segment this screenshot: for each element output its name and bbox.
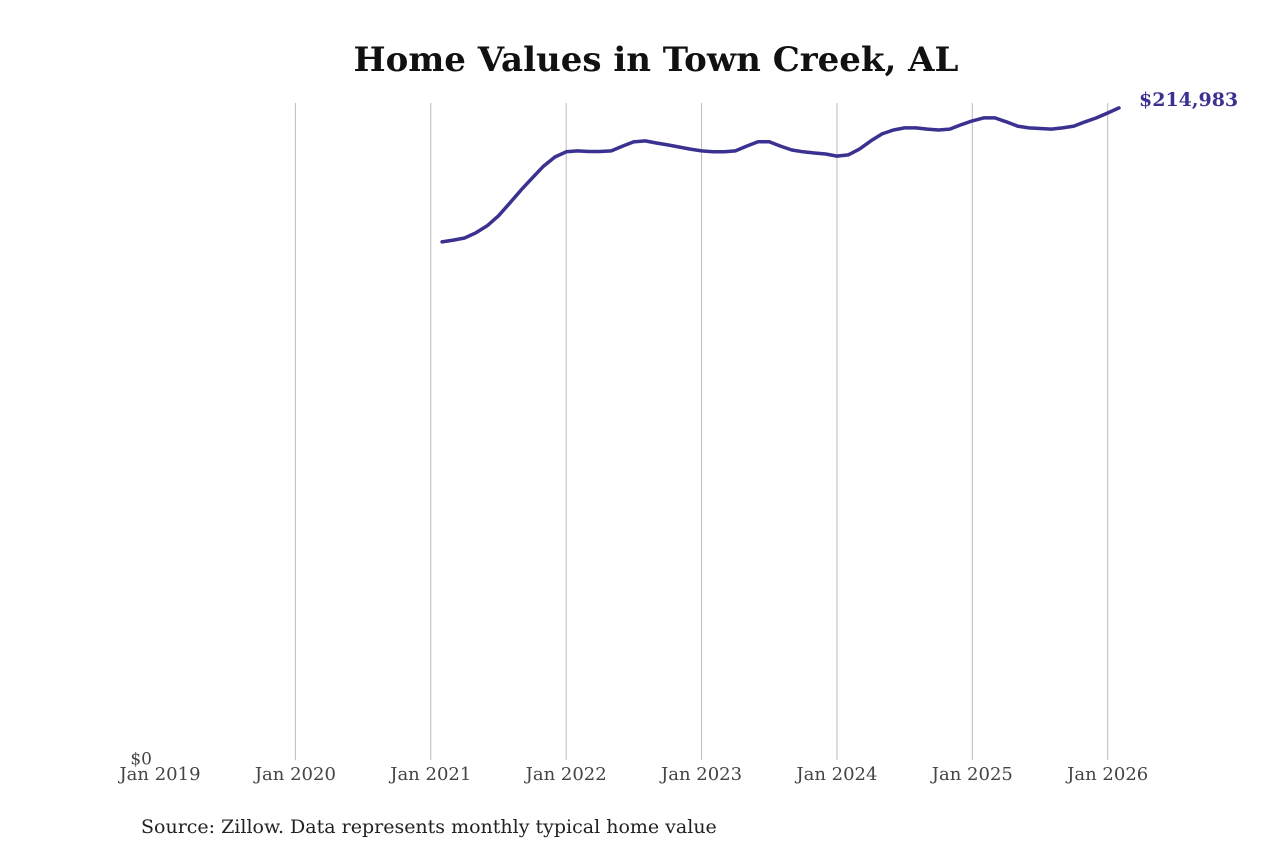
x-tick-label: Jan 2019 — [117, 764, 200, 785]
x-tick-label: Jan 2020 — [253, 764, 336, 785]
x-tick-label: Jan 2023 — [659, 764, 742, 785]
x-tick-label: Jan 2022 — [524, 764, 607, 785]
line-series — [440, 106, 1121, 244]
x-tick-label: Jan 2025 — [930, 764, 1013, 785]
source-note: Source: Zillow. Data represents monthly … — [141, 816, 717, 838]
x-tick-label: Jan 2026 — [1065, 764, 1148, 785]
y-tick-label: $0 — [130, 750, 152, 770]
chart-title: Home Values in Town Creek, AL — [354, 40, 959, 80]
x-tick-label: Jan 2024 — [794, 764, 877, 785]
end-value-label: $214,983 — [1139, 89, 1238, 111]
x-tick-label: Jan 2021 — [388, 764, 471, 785]
